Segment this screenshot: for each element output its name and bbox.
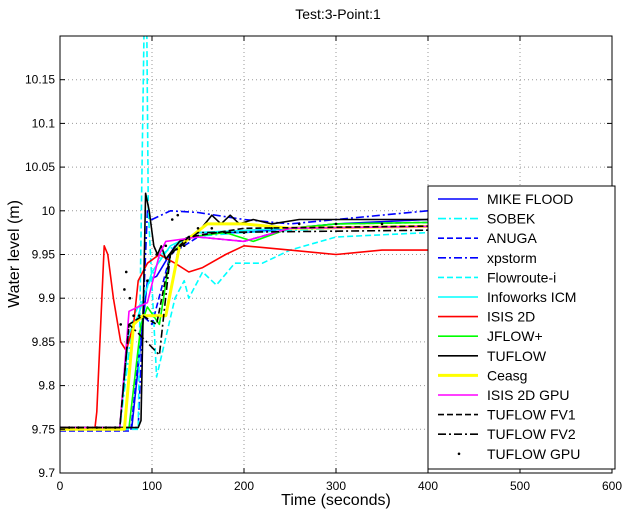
x-tick-label: 500: [510, 479, 530, 493]
x-tick-label: 200: [234, 479, 254, 493]
legend-item: TUFLOW FV2: [438, 426, 576, 442]
y-tick-label: 10.05: [25, 160, 55, 174]
data-point: [124, 270, 128, 274]
legend-item: ANUGA: [438, 230, 537, 246]
legend-label: Ceasg: [487, 367, 527, 383]
y-axis-label: Water level (m): [6, 200, 23, 308]
legend-label: TUFLOW: [487, 348, 547, 364]
series-sobek: [60, 223, 612, 429]
data-point: [86, 426, 89, 429]
data-point: [119, 323, 123, 326]
y-tick-label: 9.9: [38, 291, 55, 305]
x-tick-label: 400: [418, 479, 438, 493]
legend-item: Ceasg: [438, 367, 527, 383]
x-tick-label: 100: [142, 479, 162, 493]
data-point: [224, 231, 227, 234]
series-flowroute-i: [60, 36, 612, 431]
x-tick-label: 0: [57, 479, 64, 493]
legend: MIKE FLOOD SOBEK ANUGA xpstorm Flowroute-i In…: [427, 185, 616, 470]
data-point: [77, 426, 80, 429]
y-tick-label: 9.8: [38, 379, 55, 393]
series-xpstorm: [60, 210, 612, 429]
data-point: [132, 314, 135, 317]
x-tick-label: 600: [602, 479, 622, 493]
data-point: [297, 222, 301, 226]
legend-label: xpstorm: [487, 250, 537, 266]
data-point: [187, 235, 191, 239]
legend-item: TUFLOW: [438, 348, 547, 364]
chart-title: Test:3-Point:1: [295, 6, 381, 22]
legend-label: ISIS 2D: [487, 309, 535, 325]
legend-item: SOBEK: [438, 211, 536, 227]
legend-label: Flowroute-i: [487, 269, 556, 285]
legend-item: TUFLOW FV1: [438, 407, 576, 423]
y-tick-label: 10.1: [32, 116, 56, 130]
series-tuflow-fv2: [60, 227, 612, 429]
series-tuflow-fv1: [60, 223, 612, 429]
legend-label: MIKE FLOOD: [487, 191, 573, 207]
series-isis-2d: [60, 245, 612, 429]
data-point: [137, 314, 141, 317]
legend-label: TUFLOW FV1: [487, 407, 576, 423]
legend-item: JFLOW+: [438, 328, 543, 344]
legend-item: ISIS 2D GPU: [438, 387, 569, 403]
data-point: [123, 288, 126, 291]
x-axis-label: Time (seconds): [281, 492, 391, 509]
legend-item: Infoworks ICM: [438, 289, 576, 305]
data-point: [128, 296, 132, 300]
legend-item: MIKE FLOOD: [438, 191, 573, 207]
data-point: [95, 426, 99, 429]
legend-label: SOBEK: [487, 211, 536, 227]
data-point: [104, 426, 108, 429]
legend-item: ISIS 2D: [438, 309, 535, 325]
y-tick-label: 10: [42, 204, 56, 218]
data-point: [146, 279, 149, 283]
legend-label: TUFLOW GPU: [487, 446, 580, 462]
legend-label: JFLOW+: [487, 328, 543, 344]
legend-label: ISIS 2D GPU: [487, 387, 569, 403]
data-point: [380, 222, 384, 226]
legend-label: Infoworks ICM: [487, 289, 576, 305]
data-point: [155, 253, 158, 256]
y-tick-label: 9.7: [38, 466, 55, 480]
data-point: [334, 222, 338, 226]
x-tick-label: 300: [326, 479, 346, 493]
data-point: [242, 231, 246, 234]
legend-item: TUFLOW GPU: [457, 446, 580, 462]
y-tick-label: 10.15: [25, 73, 55, 87]
data-point: [210, 226, 214, 230]
legend-marker: [457, 452, 461, 456]
y-tick-label: 9.75: [32, 422, 56, 436]
data-point: [170, 218, 174, 221]
legend-item: Flowroute-i: [438, 269, 556, 285]
y-tick-label: 9.85: [32, 335, 56, 349]
legend-label: ANUGA: [487, 230, 537, 246]
series-ceasg: [60, 222, 612, 431]
data-point: [196, 226, 200, 230]
data-point: [67, 426, 71, 429]
legend-label: TUFLOW FV2: [487, 426, 576, 442]
data-point: [182, 244, 186, 248]
data-point: [113, 426, 117, 429]
y-tick-label: 9.95: [32, 248, 56, 262]
data-point: [270, 226, 273, 230]
data-point: [176, 213, 180, 217]
legend-item: xpstorm: [438, 250, 537, 266]
data-point: [164, 244, 168, 248]
legend-box: [427, 185, 616, 470]
